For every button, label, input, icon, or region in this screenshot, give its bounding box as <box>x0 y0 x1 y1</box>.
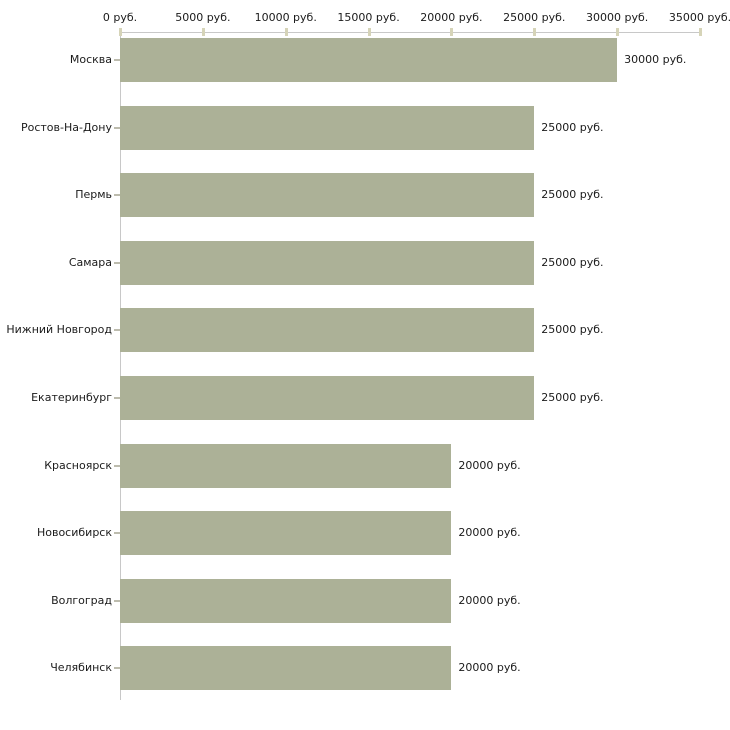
category-tick-mark <box>114 194 120 197</box>
x-axis-tick-mark <box>119 28 122 36</box>
bar-value-label: 25000 руб. <box>541 391 604 404</box>
category-label: Новосибирск <box>36 526 112 540</box>
x-axis-tick-mark <box>699 28 702 36</box>
x-axis-tick-label: 20000 руб. <box>420 11 483 24</box>
bar-value-label: 20000 руб. <box>458 661 521 675</box>
category-label: Москва <box>69 53 112 66</box>
x-axis-tick-label: 5000 руб. <box>175 11 231 24</box>
x-axis-tick-mark <box>533 28 537 36</box>
bar <box>120 376 535 420</box>
x-axis-tick-label: 30000 руб. <box>586 11 649 24</box>
x-axis-tick-mark <box>367 28 371 36</box>
category-tick-mark <box>114 599 120 602</box>
bar <box>120 578 452 623</box>
x-axis-tick-mark <box>284 28 288 36</box>
x-axis-tick-mark <box>201 28 205 36</box>
x-axis-tick-label: 25000 руб. <box>503 11 566 24</box>
x-axis-tick-mark <box>450 28 454 36</box>
bar <box>120 173 535 218</box>
bar <box>120 443 452 488</box>
bar <box>120 511 452 556</box>
bar <box>120 240 535 285</box>
x-axis-tick-label: 10000 руб. <box>254 11 317 24</box>
bar-value-label: 30000 руб. <box>624 53 687 66</box>
bar <box>120 308 535 353</box>
x-axis-tick-label: 0 руб. <box>102 11 138 24</box>
x-axis-line <box>120 32 700 33</box>
bar-value-label: 25000 руб. <box>541 188 604 202</box>
category-tick-mark <box>114 329 120 332</box>
bar-value-label: 20000 руб. <box>458 593 521 607</box>
bar-value-label: 25000 руб. <box>541 120 604 134</box>
category-tick-mark <box>114 397 120 399</box>
y-axis-line <box>120 32 121 700</box>
category-tick-mark <box>114 59 120 61</box>
category-tick-mark <box>114 667 120 670</box>
x-axis-tick-label: 35000 руб. <box>668 11 730 24</box>
category-label: Пермь <box>75 188 112 202</box>
category-tick-mark <box>114 126 120 129</box>
category-label: Красноярск <box>44 458 112 472</box>
x-axis-tick-label: 15000 руб. <box>337 11 400 24</box>
category-label: Волгоград <box>51 593 112 607</box>
bar-value-label: 20000 руб. <box>458 458 521 472</box>
category-label: Ростов-На-Дону <box>20 120 112 134</box>
category-label: Челябинск <box>50 661 112 675</box>
bar <box>120 105 535 150</box>
category-tick-mark <box>114 261 120 264</box>
category-label: Нижний Новгород <box>6 323 112 337</box>
bar <box>120 38 618 82</box>
bar <box>120 646 452 691</box>
bar-value-label: 25000 руб. <box>541 323 604 337</box>
category-tick-mark <box>114 532 120 535</box>
category-tick-mark <box>114 464 120 467</box>
bar-value-label: 25000 руб. <box>541 255 604 269</box>
bar-value-label: 20000 руб. <box>458 526 521 540</box>
category-label: Самара <box>68 255 112 269</box>
category-label: Екатеринбург <box>31 391 112 404</box>
x-axis-tick-mark <box>616 28 620 36</box>
